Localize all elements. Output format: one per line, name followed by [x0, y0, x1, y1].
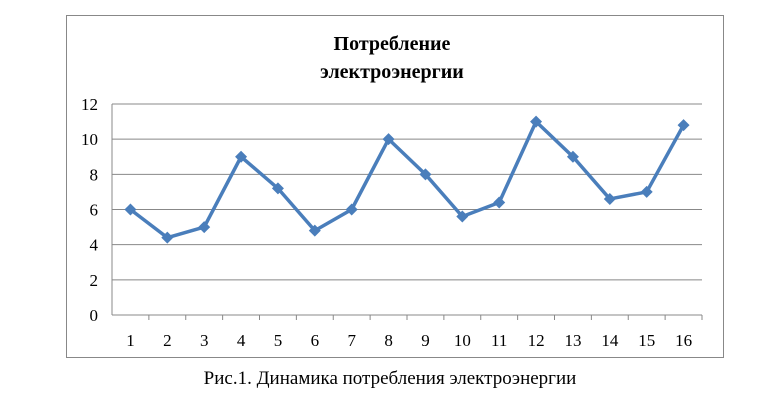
- y-tick-label: 2: [90, 271, 99, 290]
- marker: [124, 203, 137, 216]
- x-tick-label: 3: [200, 331, 209, 350]
- marker: [271, 182, 284, 195]
- y-tick-label: 4: [90, 236, 99, 255]
- x-tick-label: 15: [638, 331, 655, 350]
- chart-title: электроэнергии: [320, 61, 464, 83]
- x-tick-label: 13: [564, 331, 581, 350]
- y-tick-label: 12: [81, 95, 98, 114]
- marker: [345, 203, 358, 216]
- marker: [530, 115, 543, 128]
- x-tick-label: 12: [528, 331, 545, 350]
- x-tick-label: 7: [347, 331, 356, 350]
- x-tick-label: 1: [126, 331, 135, 350]
- marker: [419, 168, 432, 181]
- x-tick-label: 14: [601, 331, 619, 350]
- y-tick-label: 6: [90, 201, 99, 220]
- x-tick-label: 11: [491, 331, 507, 350]
- marker: [308, 224, 321, 237]
- chart-title: Потребление: [334, 33, 451, 55]
- x-tick-label: 2: [163, 331, 172, 350]
- x-tick-label: 8: [384, 331, 393, 350]
- x-tick-label: 4: [237, 331, 246, 350]
- x-tick-label: 5: [274, 331, 283, 350]
- marker: [566, 150, 579, 163]
- marker: [493, 196, 506, 209]
- marker: [198, 221, 211, 234]
- x-tick-label: 9: [421, 331, 430, 350]
- x-tick-label: 6: [311, 331, 320, 350]
- marker: [677, 119, 690, 132]
- y-tick-label: 8: [90, 165, 99, 184]
- y-tick-label: 10: [81, 130, 98, 149]
- marker: [161, 231, 174, 244]
- y-tick-label: 0: [90, 306, 99, 325]
- marker: [456, 210, 469, 223]
- line: [129, 119, 686, 240]
- marker: [603, 192, 616, 205]
- x-tick-label: 16: [675, 331, 692, 350]
- x-tick-label: 10: [454, 331, 471, 350]
- marker: [382, 133, 395, 146]
- marker: [640, 185, 653, 198]
- caption: Рис.1. Динамика потребления электроэнерг…: [204, 368, 577, 389]
- chart-frame: [66, 15, 724, 358]
- marker: [235, 150, 248, 163]
